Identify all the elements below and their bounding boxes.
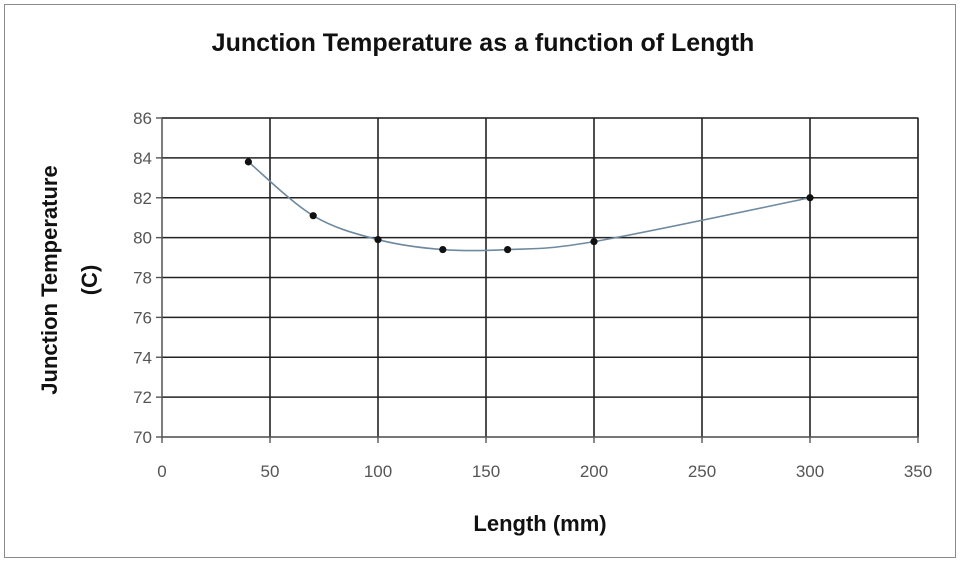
chart-title: Junction Temperature as a function of Le… [212, 29, 755, 57]
data-point [439, 245, 447, 254]
y-tick-label: 74 [133, 348, 152, 367]
y-axis-label-line2: (C) [77, 265, 102, 296]
x-tick-label: 200 [580, 462, 608, 481]
y-tick-label: 76 [133, 308, 152, 327]
data-point [590, 238, 598, 246]
data-point [504, 245, 512, 254]
y-tick-label: 84 [133, 149, 152, 168]
chart-frame: Junction Temperature as a function of Le… [4, 4, 956, 558]
data-point [374, 236, 382, 244]
plot-area: 70 72 74 76 78 80 82 84 86 0 50 100 150 200 250 300 350 [133, 109, 932, 481]
chart-svg: Junction Temperature as a function of Le… [37, 29, 932, 536]
y-tick-label: 78 [133, 269, 152, 288]
y-tick-label: 70 [133, 428, 152, 447]
data-point [309, 212, 317, 220]
y-tick-label: 86 [133, 109, 152, 128]
y-tick-label: 80 [133, 229, 152, 248]
x-tick-label: 150 [472, 462, 500, 481]
x-tick-label: 100 [364, 462, 392, 481]
y-axis-label-line1: Junction Temperature [37, 165, 62, 394]
y-tick-label: 82 [133, 189, 152, 208]
x-tick-label: 350 [904, 462, 932, 481]
data-point [244, 158, 252, 166]
x-tick-label: 0 [157, 462, 166, 481]
x-tick-label: 50 [261, 462, 280, 481]
x-axis-label: Length (mm) [473, 511, 606, 536]
data-point [806, 194, 814, 202]
y-axis-label-group: Junction Temperature (C) [37, 165, 102, 394]
x-tick-label: 250 [688, 462, 716, 481]
x-tick-label: 300 [796, 462, 824, 481]
y-tick-label: 72 [133, 388, 152, 407]
